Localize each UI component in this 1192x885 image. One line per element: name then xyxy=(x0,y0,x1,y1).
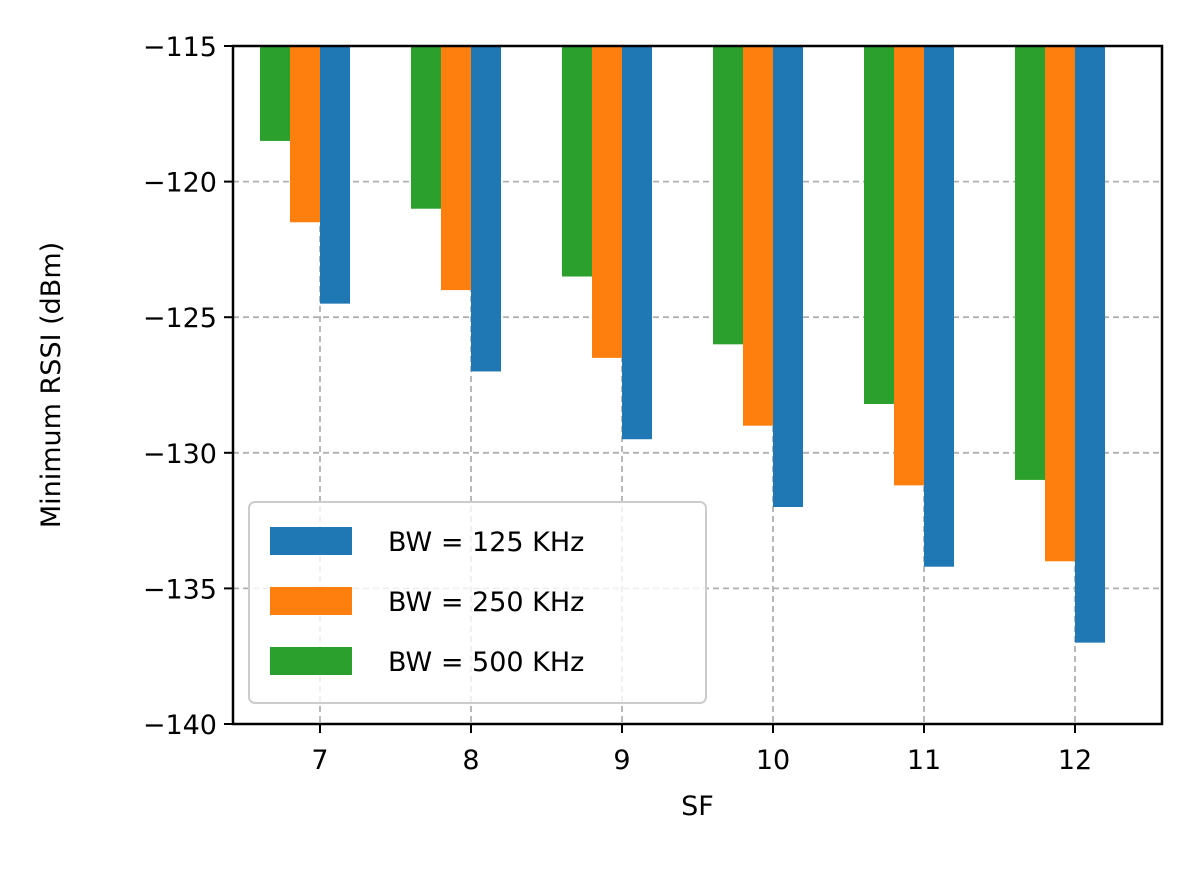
y-tick-label: −120 xyxy=(143,168,217,199)
bar-series-2-sf-7 xyxy=(260,46,290,141)
y-tick-label: −130 xyxy=(143,439,217,470)
y-tick-label: −125 xyxy=(143,303,217,334)
bar-series-2-sf-10 xyxy=(713,46,743,345)
y-tick-label: −140 xyxy=(143,710,217,741)
legend-label: BW = 500 KHz xyxy=(388,647,584,678)
bar-series-1-sf-9 xyxy=(592,46,622,358)
legend: BW = 125 KHz BW = 250 KHz BW = 500 KHz xyxy=(248,501,707,704)
y-tick-label: −135 xyxy=(143,574,217,605)
x-tick-label: 7 xyxy=(311,745,328,776)
bar-series-2-sf-8 xyxy=(411,46,441,209)
x-tick-label: 11 xyxy=(907,745,941,776)
bar-series-1-sf-8 xyxy=(441,46,471,291)
legend-box xyxy=(248,501,707,704)
bar-series-1-sf-10 xyxy=(743,46,773,426)
plot-frame xyxy=(231,44,1164,726)
bar-series-0-sf-7 xyxy=(320,46,350,304)
bar-series-2-sf-11 xyxy=(864,46,894,404)
legend-label: BW = 250 KHz xyxy=(388,587,584,618)
legend-swatch xyxy=(270,587,352,615)
x-axis-label: SF xyxy=(681,791,714,822)
bar-series-0-sf-11 xyxy=(924,46,954,567)
bar-series-1-sf-7 xyxy=(290,46,320,223)
bar-series-0-sf-12 xyxy=(1075,46,1105,643)
axis-ticks: −115 −120 −125 −130 −135 −140 7 8 9 10 11 12 xyxy=(143,32,1092,776)
bar-series-1-sf-11 xyxy=(894,46,924,486)
bar-series-2-sf-12 xyxy=(1015,46,1045,480)
bar-series-0-sf-8 xyxy=(471,46,501,372)
x-tick-label: 8 xyxy=(462,745,479,776)
bar-series-1-sf-12 xyxy=(1045,46,1075,562)
bars xyxy=(260,46,1105,643)
x-tick-label: 12 xyxy=(1058,745,1092,776)
legend-label: BW = 125 KHz xyxy=(388,527,584,558)
legend-swatch xyxy=(270,647,352,675)
bar-series-2-sf-9 xyxy=(562,46,592,277)
y-tick-label: −115 xyxy=(143,32,217,63)
x-tick-label: 9 xyxy=(613,745,630,776)
y-axis-label: Minimum RSSI (dBm) xyxy=(36,242,67,528)
bar-series-0-sf-10 xyxy=(773,46,803,508)
x-tick-label: 10 xyxy=(756,745,790,776)
legend-swatch xyxy=(270,527,352,555)
bar-series-0-sf-9 xyxy=(622,46,652,440)
